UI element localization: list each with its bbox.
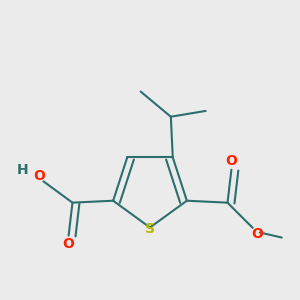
Text: O: O [251, 226, 263, 241]
Text: O: O [63, 237, 74, 251]
Text: O: O [33, 169, 45, 183]
Text: O: O [226, 154, 237, 168]
Text: S: S [145, 222, 155, 236]
Text: H: H [16, 164, 28, 178]
